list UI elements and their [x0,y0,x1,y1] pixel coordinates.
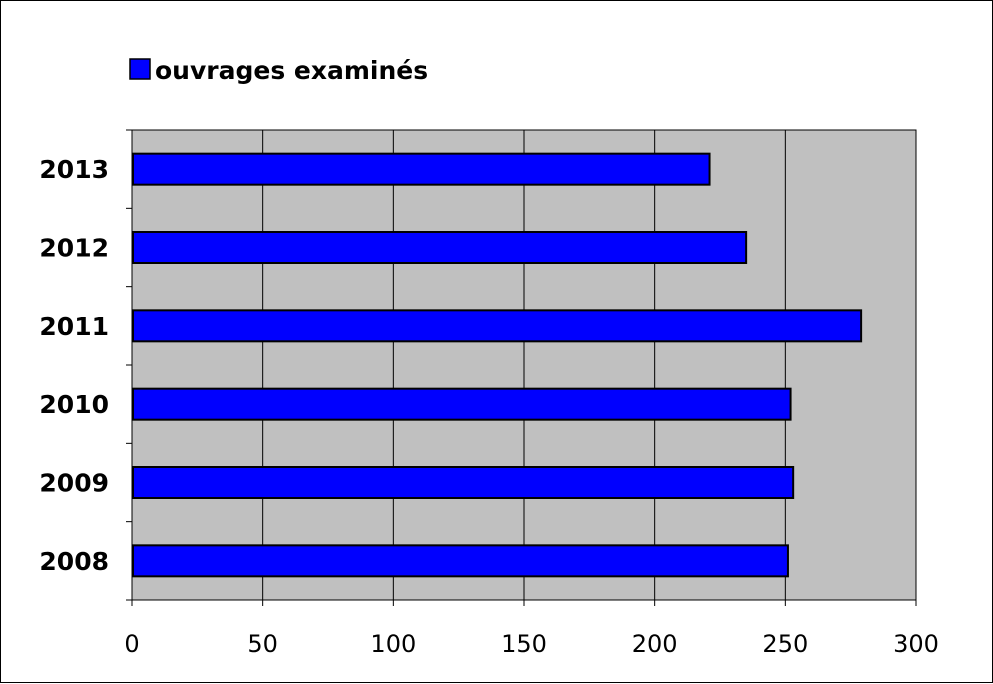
bar-2012 [132,231,748,264]
x-tick-label: 250 [762,630,808,658]
x-tick-label: 200 [632,630,678,658]
y-category-label: 2008 [39,547,109,576]
y-category-label: 2010 [39,390,109,419]
x-tick-label: 0 [124,630,139,658]
gridlines [262,130,786,600]
bar-2013 [132,152,711,186]
x-tick-label: 50 [247,630,278,658]
legend-swatch [129,58,151,80]
y-category-label: 2011 [39,312,109,341]
bars [132,152,863,578]
x-tick-label: 300 [893,630,939,658]
x-tick-label: 100 [370,630,416,658]
x-tick-label: 150 [501,630,547,658]
axes [126,129,917,606]
labels: 0 50 100 150 200 250 300 2013 2012 2011 2010 2009 20… [39,155,939,658]
y-category-label: 2013 [39,155,109,184]
legend-label: ouvrages examinés [155,56,428,85]
bar-2009 [132,466,795,499]
legend: ouvrages examinés [129,56,428,85]
y-category-label: 2009 [39,469,109,498]
y-category-label: 2012 [39,234,109,263]
bar-2010 [132,387,792,421]
bar-2008 [132,544,789,578]
bar-2011 [132,309,863,343]
